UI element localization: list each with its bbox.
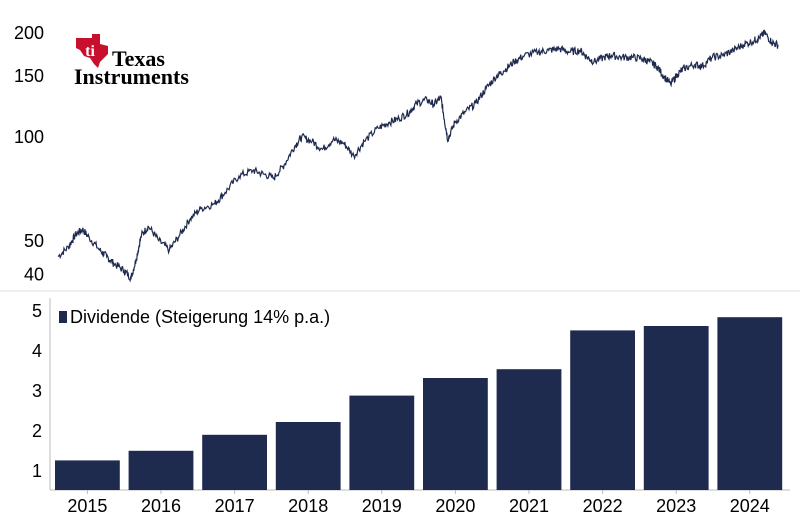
dividend-x-tick-label: 2015: [67, 496, 107, 516]
dividend-bar-2020: [423, 378, 488, 490]
dividend-x-tick-label: 2019: [362, 496, 402, 516]
dividend-x-tick-label: 2024: [730, 496, 770, 516]
price-y-tick-label: 200: [14, 23, 44, 43]
price-y-tick-label: 40: [24, 264, 44, 284]
dividend-x-tick-label: 2023: [656, 496, 696, 516]
dividend-bar-2023: [643, 326, 709, 490]
legend: Dividende (Steigerung 14% p.a.): [59, 307, 330, 327]
dividend-x-ticks: 2015 2016 2017 2018 2019 2020 2021 2022 2023 2024: [67, 490, 770, 516]
price-y-ticks: 200 150 100 50 40: [14, 23, 44, 284]
dividend-y-ticks: 5 4 3 2 1: [32, 301, 42, 481]
texas-state-icon: [76, 34, 108, 68]
dividend-x-tick-label: 2016: [141, 496, 181, 516]
dividend-bar-2024: [717, 317, 783, 490]
dividend-y-tick-label: 3: [32, 381, 42, 401]
dividend-x-tick-label: 2021: [509, 496, 549, 516]
dividend-bar-2018: [275, 422, 341, 490]
logo-line-1: Texas: [112, 46, 165, 71]
price-y-tick-label: 150: [14, 66, 44, 86]
dividend-y-tick-label: 4: [32, 341, 42, 361]
dividend-y-tick-label: 2: [32, 421, 42, 441]
ti-mark: ti: [85, 43, 95, 60]
dividend-bar-2015: [55, 460, 120, 490]
legend-swatch: [59, 311, 67, 323]
dividend-y-tick-label: 5: [32, 301, 42, 321]
dividend-x-tick-label: 2017: [215, 496, 255, 516]
legend-label: Dividende (Steigerung 14% p.a.): [70, 307, 330, 327]
dividend-bar-2021: [496, 369, 562, 490]
dividend-bar-2019: [349, 395, 415, 490]
dividend-x-tick-label: 2020: [435, 496, 475, 516]
dividend-bars: [55, 317, 783, 490]
dividend-x-tick-label: 2022: [583, 496, 623, 516]
logo-line-2: Instruments: [74, 64, 189, 89]
price-series-line: [57, 29, 779, 283]
price-chart: 200 150 100 50 40: [14, 23, 779, 284]
dividend-y-tick-label: 1: [32, 461, 42, 481]
dividend-bar-2016: [128, 450, 194, 490]
dividend-bar-2022: [570, 330, 635, 490]
dividend-x-tick-label: 2018: [288, 496, 328, 516]
price-y-tick-label: 100: [14, 127, 44, 147]
texas-instruments-logo: ti Texas Instruments: [74, 34, 189, 89]
dividend-bar-2017: [202, 434, 267, 490]
price-y-tick-label: 50: [24, 231, 44, 251]
